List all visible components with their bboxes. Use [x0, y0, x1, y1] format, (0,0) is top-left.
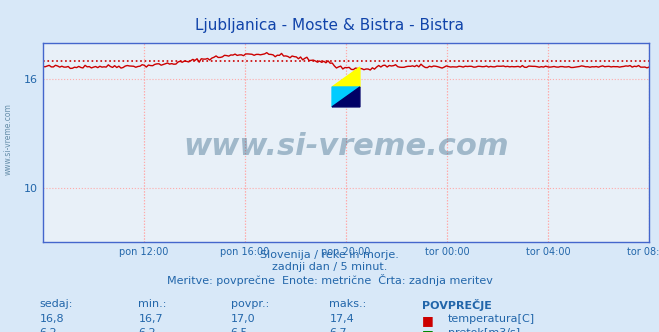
- Text: ■: ■: [422, 328, 434, 332]
- Text: 6,2: 6,2: [138, 328, 156, 332]
- Polygon shape: [332, 87, 360, 107]
- Polygon shape: [332, 87, 360, 107]
- Text: www.si-vreme.com: www.si-vreme.com: [183, 132, 509, 161]
- Text: temperatura[C]: temperatura[C]: [448, 314, 535, 324]
- Text: pretok[m3/s]: pretok[m3/s]: [448, 328, 520, 332]
- Text: min.:: min.:: [138, 299, 167, 309]
- Text: 6,7: 6,7: [330, 328, 347, 332]
- Text: 16,8: 16,8: [40, 314, 64, 324]
- Text: 6,2: 6,2: [40, 328, 57, 332]
- Text: sedaj:: sedaj:: [40, 299, 73, 309]
- Text: zadnji dan / 5 minut.: zadnji dan / 5 minut.: [272, 262, 387, 272]
- Text: ■: ■: [422, 314, 434, 327]
- Text: www.si-vreme.com: www.si-vreme.com: [3, 104, 13, 175]
- Text: 6,5: 6,5: [231, 328, 248, 332]
- Text: maks.:: maks.:: [330, 299, 367, 309]
- Text: Meritve: povprečne  Enote: metrične  Črta: zadnja meritev: Meritve: povprečne Enote: metrične Črta:…: [167, 274, 492, 286]
- Text: 16,7: 16,7: [138, 314, 163, 324]
- Text: Slovenija / reke in morje.: Slovenija / reke in morje.: [260, 250, 399, 260]
- Text: 17,0: 17,0: [231, 314, 255, 324]
- Polygon shape: [332, 67, 360, 87]
- Text: povpr.:: povpr.:: [231, 299, 269, 309]
- Text: POVPREČJE: POVPREČJE: [422, 299, 492, 311]
- Text: 17,4: 17,4: [330, 314, 355, 324]
- Text: Ljubljanica - Moste & Bistra - Bistra: Ljubljanica - Moste & Bistra - Bistra: [195, 18, 464, 33]
